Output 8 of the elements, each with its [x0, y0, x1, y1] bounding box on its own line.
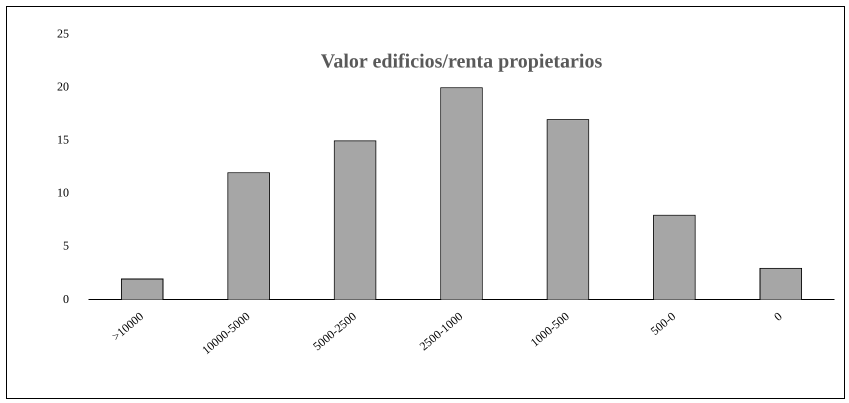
- y-tick-label: 5: [63, 238, 69, 253]
- y-tick-label: 15: [57, 132, 69, 147]
- text: Valor edificios/renta propietarios: [320, 50, 602, 72]
- y-tick-label: 25: [57, 26, 69, 40]
- y-tick-label: 0: [63, 292, 69, 306]
- y-tick-label: 20: [57, 79, 69, 94]
- x-tick-label: 0: [771, 309, 785, 324]
- y-tick-label: 10: [57, 186, 69, 200]
